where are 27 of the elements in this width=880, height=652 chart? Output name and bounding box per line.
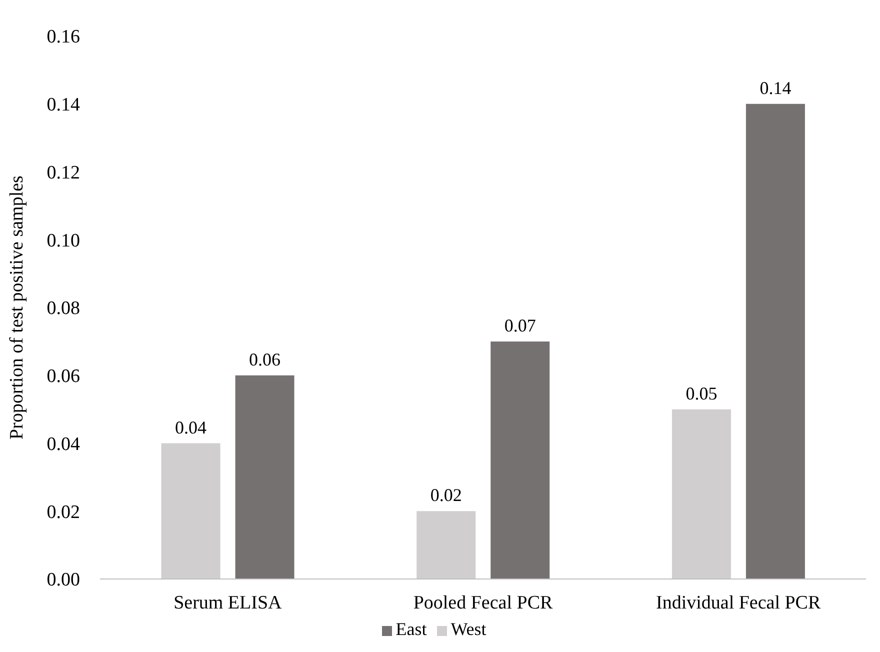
x-tick-label: Serum ELISA [174, 592, 282, 614]
y-axis-title: Proportion of test positive samples [6, 176, 28, 440]
data-label: 0.02 [430, 485, 462, 506]
y-tick-label: 0.12 [46, 162, 80, 184]
data-label: 0.07 [504, 315, 536, 336]
legend-label: East [396, 619, 427, 639]
y-tick-label: 0.06 [46, 366, 80, 388]
bar [746, 104, 805, 579]
data-label: 0.04 [175, 417, 207, 438]
y-tick-label: 0.00 [46, 570, 80, 591]
data-label: 0.14 [760, 78, 792, 98]
y-tick-label: 0.04 [46, 434, 80, 455]
legend-label: West [450, 619, 486, 639]
y-tick-label: 0.02 [46, 502, 80, 523]
y-tick-label: 0.16 [46, 26, 80, 48]
bar [490, 341, 550, 579]
x-tick-label: Individual Fecal PCR [656, 592, 821, 614]
data-label: 0.06 [249, 349, 281, 370]
bar [416, 511, 476, 579]
data-label: 0.05 [686, 383, 718, 404]
x-tick-label: Pooled Fecal PCR [413, 592, 553, 614]
y-tick-label: 0.10 [46, 230, 80, 252]
y-tick-label: 0.08 [46, 298, 80, 320]
bar [672, 409, 731, 579]
y-tick-label: 0.14 [46, 94, 80, 116]
bar [161, 443, 220, 579]
bar [235, 375, 294, 579]
